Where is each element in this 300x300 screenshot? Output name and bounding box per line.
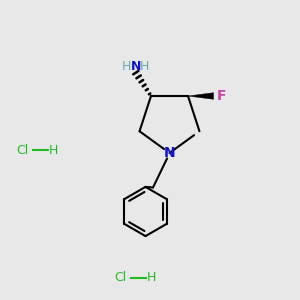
Text: H: H xyxy=(122,59,131,73)
Text: Cl: Cl xyxy=(114,271,126,284)
Text: F: F xyxy=(217,89,226,103)
Polygon shape xyxy=(188,93,214,99)
Text: H: H xyxy=(49,143,58,157)
Text: Cl: Cl xyxy=(16,143,29,157)
Text: H: H xyxy=(146,271,156,284)
Text: H: H xyxy=(140,59,149,73)
Text: N: N xyxy=(164,146,175,160)
Text: N: N xyxy=(130,59,141,73)
